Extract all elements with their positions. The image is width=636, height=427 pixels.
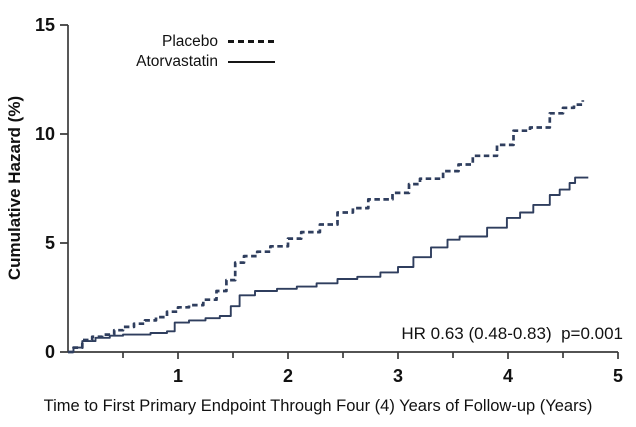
x-axis-title: Time to First Primary Endpoint Through F… (43, 397, 593, 415)
x-tick-label: 4 (503, 366, 513, 386)
legend-item-atorvastatin: Atorvastatin (96, 53, 275, 70)
legend-label-atorvastatin: Atorvastatin (136, 52, 218, 70)
axes (60, 24, 619, 359)
legend-item-placebo: Placebo (96, 33, 275, 50)
y-tick-label: 15 (35, 15, 55, 35)
series-atorvastatin-curve (68, 176, 589, 353)
x-tick-label: 1 (173, 366, 183, 386)
x-tick-label: 5 (613, 366, 623, 386)
y-tick-label: 0 (45, 342, 55, 362)
legend-label-placebo: Placebo (161, 32, 218, 50)
x-tick-label: 3 (393, 366, 403, 386)
dashed-line-sample-icon (228, 40, 275, 43)
series-placebo-curve (68, 100, 585, 354)
solid-line-sample-icon (228, 60, 275, 63)
legend: Placebo Atorvastatin (96, 33, 275, 70)
x-tick-label: 2 (283, 366, 293, 386)
y-tick-label: 10 (35, 124, 55, 144)
hazard-ratio-annotation: HR 0.63 (0.48-0.83) p=0.001 (401, 324, 623, 343)
y-tick-label: 5 (45, 233, 55, 253)
y-axis-title: Cumulative Hazard (%) (5, 95, 24, 281)
